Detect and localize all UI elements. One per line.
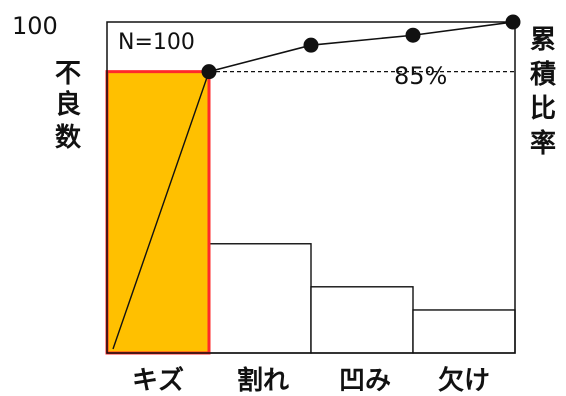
- cumulative-point: [201, 64, 217, 80]
- x-tick-label: 凹み: [339, 366, 391, 396]
- y2-axis-label-char: 率: [530, 128, 556, 159]
- cumulative-point: [505, 14, 521, 30]
- bar: [412, 309, 516, 354]
- y-axis-label-char: 数: [55, 123, 82, 153]
- y-axis-label: 不 良 数: [55, 59, 82, 153]
- y2-axis-label-char: 比: [530, 94, 556, 124]
- y2-axis-label-char: 積: [530, 60, 556, 90]
- n-annotation: N=100: [118, 30, 195, 55]
- cumulative-point: [405, 27, 421, 43]
- bars-group: [105, 70, 516, 355]
- cumulative-diagonal: [112, 71, 210, 350]
- bar: [310, 286, 414, 354]
- y2-axis-label-char: 累: [530, 25, 556, 55]
- x-tick-label: 欠け: [438, 365, 490, 396]
- bar: [208, 243, 312, 354]
- y2-axis-label: 累 積 比 率: [530, 25, 556, 159]
- x-tick-label: 割れ: [237, 365, 289, 396]
- cumulative-points: [201, 14, 521, 80]
- x-axis-labels: キズ 割れ 凹み 欠け: [132, 365, 490, 396]
- y-axis-label-char: 良: [55, 89, 81, 120]
- x-tick-label: キズ: [132, 365, 184, 396]
- cumulative-point: [303, 37, 319, 53]
- y-axis-label-char: 不: [55, 59, 81, 89]
- bar-highlight: [105, 70, 211, 355]
- plot-frame: [106, 21, 516, 354]
- cumulative-line: [208, 21, 514, 73]
- percent-annotation: 85%: [394, 62, 447, 90]
- y-top-tick: 100: [12, 12, 58, 40]
